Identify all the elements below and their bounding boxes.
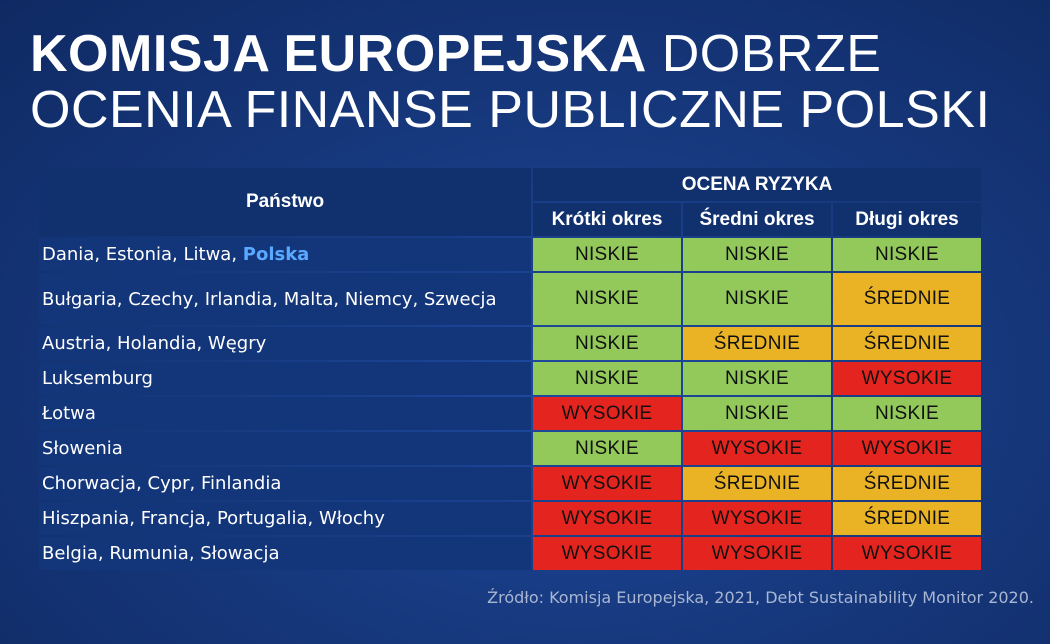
risk-cell: ŚREDNIE	[833, 273, 981, 325]
risk-cell: WYSOKIE	[533, 502, 681, 535]
risk-cell: WYSOKIE	[533, 397, 681, 430]
country-header: Państwo	[39, 168, 531, 236]
column-header-long: Długi okres	[833, 203, 981, 236]
country-cell: Słowenia	[39, 432, 531, 465]
risk-cell: ŚREDNIE	[683, 327, 831, 360]
country-cell: Bułgaria, Czechy, Irlandia, Malta, Niemc…	[39, 273, 531, 325]
country-names: Chorwacja, Cypr, Finlandia	[42, 473, 282, 494]
table-row: Słowenia NISKIE WYSOKIE WYSOKIE	[39, 432, 981, 465]
country-names: Dania, Estonia, Litwa,	[42, 244, 243, 265]
country-names: Austria, Holandia, Węgry	[42, 333, 267, 354]
risk-table: Państwo OCENA RYZYKA Krótki okres Średni…	[37, 166, 983, 572]
risk-cell: WYSOKIE	[833, 432, 981, 465]
risk-cell: ŚREDNIE	[833, 467, 981, 500]
country-names: Łotwa	[42, 403, 96, 424]
risk-cell: NISKIE	[533, 273, 681, 325]
highlighted-country: Polska	[242, 244, 310, 265]
table-row: Łotwa WYSOKIE NISKIE NISKIE	[39, 397, 981, 430]
table-row: Bułgaria, Czechy, Irlandia, Malta, Niemc…	[39, 273, 981, 325]
country-cell: Luksemburg	[39, 362, 531, 395]
country-cell: Belgia, Rumunia, Słowacja	[39, 537, 531, 570]
risk-cell: NISKIE	[533, 238, 681, 271]
country-names: Hiszpania, Francja, Portugalia, Włochy	[42, 508, 385, 529]
country-cell: Austria, Holandia, Węgry	[39, 327, 531, 360]
title-light-part: DOBRZE	[661, 25, 882, 83]
risk-cell: NISKIE	[833, 238, 981, 271]
risk-cell: WYSOKIE	[533, 537, 681, 570]
table-row: Austria, Holandia, Węgry NISKIE ŚREDNIE ŚRE…	[39, 327, 981, 360]
table-row: Dania, Estonia, Litwa, Polska NISKIE NISKI…	[39, 238, 981, 271]
risk-cell: WYSOKIE	[833, 362, 981, 395]
country-cell: Łotwa	[39, 397, 531, 430]
risk-cell: NISKIE	[683, 397, 831, 430]
title-line-1: KOMISJA EUROPEJSKA DOBRZE	[30, 26, 1030, 82]
risk-cell: WYSOKIE	[683, 432, 831, 465]
country-cell: Dania, Estonia, Litwa, Polska	[39, 238, 531, 271]
table-row: Belgia, Rumunia, Słowacja WYSOKIE WYSOKIE W…	[39, 537, 981, 570]
column-header-short: Krótki okres	[533, 203, 681, 236]
risk-cell: WYSOKIE	[683, 537, 831, 570]
risk-cell: NISKIE	[683, 238, 831, 271]
title-bold-part: KOMISJA EUROPEJSKA	[30, 25, 647, 83]
risk-group-header: OCENA RYZYKA	[533, 168, 981, 201]
country-names: Belgia, Rumunia, Słowacja	[42, 543, 280, 564]
table-body: Dania, Estonia, Litwa, Polska NISKIE NISKI…	[39, 238, 981, 570]
risk-cell: NISKIE	[683, 362, 831, 395]
table-row: Hiszpania, Francja, Portugalia, Włochy WY…	[39, 502, 981, 535]
risk-cell: WYSOKIE	[833, 537, 981, 570]
country-names: Słowenia	[42, 438, 123, 459]
risk-cell: ŚREDNIE	[833, 327, 981, 360]
page-title: KOMISJA EUROPEJSKA DOBRZE OCENIA FINANSE…	[30, 26, 1030, 138]
risk-cell: WYSOKIE	[533, 467, 681, 500]
risk-cell: ŚREDNIE	[833, 502, 981, 535]
source-note: Źródło: Komisja Europejska, 2021, Debt S…	[487, 588, 1034, 607]
risk-cell: WYSOKIE	[683, 502, 831, 535]
risk-cell: NISKIE	[683, 273, 831, 325]
risk-cell: NISKIE	[833, 397, 981, 430]
risk-cell: NISKIE	[533, 327, 681, 360]
country-names: Luksemburg	[42, 368, 153, 389]
country-cell: Hiszpania, Francja, Portugalia, Włochy	[39, 502, 531, 535]
risk-cell: NISKIE	[533, 362, 681, 395]
country-names: Bułgaria, Czechy, Irlandia, Malta, Niemc…	[42, 288, 497, 310]
country-cell: Chorwacja, Cypr, Finlandia	[39, 467, 531, 500]
table-row: Luksemburg NISKIE NISKIE WYSOKIE	[39, 362, 981, 395]
risk-cell: ŚREDNIE	[683, 467, 831, 500]
title-line-2: OCENIA FINANSE PUBLICZNE POLSKI	[30, 81, 991, 139]
risk-cell: NISKIE	[533, 432, 681, 465]
column-header-medium: Średni okres	[683, 203, 831, 236]
table-row: Chorwacja, Cypr, Finlandia WYSOKIE ŚREDNIE…	[39, 467, 981, 500]
